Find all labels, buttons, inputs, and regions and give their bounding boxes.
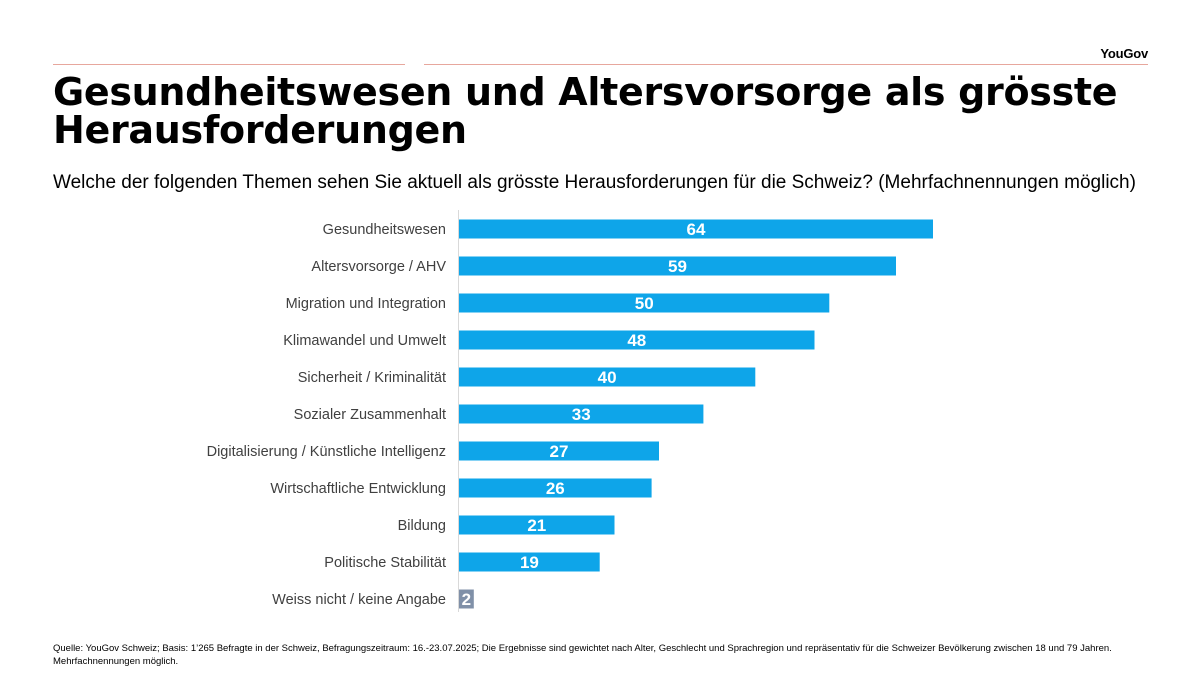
category-label: Klimawandel und Umwelt xyxy=(283,333,446,349)
bar-value-label: 27 xyxy=(550,442,569,461)
category-label: Gesundheitswesen xyxy=(323,222,446,238)
bar xyxy=(459,293,830,313)
bar-value-label: 64 xyxy=(687,220,706,239)
bar xyxy=(459,219,933,239)
bar-value-label: 19 xyxy=(520,553,539,572)
bar xyxy=(459,552,600,572)
category-labels: Gesundheitswesen Altersvorsorge / AHV Migr… xyxy=(207,222,447,608)
header-rule-left xyxy=(53,64,405,65)
bar-value-label: 50 xyxy=(635,294,654,313)
header-rule-right xyxy=(424,64,1148,65)
page-title: Gesundheitswesen und Altersvorsorge als … xyxy=(53,70,1118,152)
category-label: Migration und Integration xyxy=(286,296,446,312)
bar-value-label: 40 xyxy=(598,368,617,387)
category-label: Wirtschaftliche Entwicklung xyxy=(270,481,446,497)
category-label: Digitalisierung / Künstliche Intelligenz xyxy=(207,444,446,460)
bar-value-label: 21 xyxy=(527,516,546,535)
category-label: Altersvorsorge / AHV xyxy=(311,259,446,275)
category-label: Sozialer Zusammenhalt xyxy=(294,407,446,423)
bar-value-label: 33 xyxy=(572,405,591,424)
source-footnote: Quelle: YouGov Schweiz; Basis: 1’265 Bef… xyxy=(53,643,1112,667)
bar xyxy=(459,367,756,387)
bars xyxy=(459,219,933,609)
yougov-logo: YouGov xyxy=(1100,46,1148,61)
bar xyxy=(459,441,659,461)
bar-value-label: 26 xyxy=(546,479,565,498)
bar-chart: Gesundheitswesen Altersvorsorge / AHV Migr… xyxy=(207,210,933,612)
bar xyxy=(459,330,815,350)
category-label: Politische Stabilität xyxy=(324,555,446,571)
category-label: Weiss nicht / keine Angabe xyxy=(272,592,446,608)
bar-value-label: 48 xyxy=(627,331,646,350)
bar xyxy=(459,515,615,535)
bar-value-label: 2 xyxy=(462,590,471,609)
category-label: Bildung xyxy=(398,518,446,534)
category-label: Sicherheit / Kriminalität xyxy=(298,370,446,386)
bar xyxy=(459,256,896,276)
bar xyxy=(459,589,474,609)
bar xyxy=(459,404,704,424)
question-subtitle: Welche der folgenden Themen sehen Sie ak… xyxy=(53,172,1136,193)
bar xyxy=(459,478,652,498)
bar-value-label: 59 xyxy=(668,257,687,276)
